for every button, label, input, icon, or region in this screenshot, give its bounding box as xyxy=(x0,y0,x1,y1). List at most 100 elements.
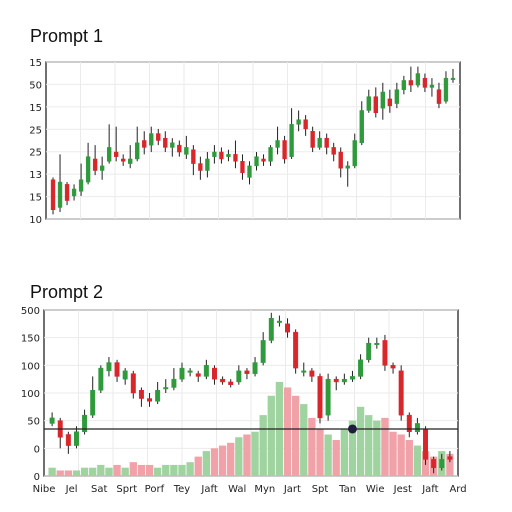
x-tick-label: Nibe xyxy=(33,484,56,495)
volume-bar xyxy=(218,445,227,476)
candle-up xyxy=(366,96,371,111)
candle-down xyxy=(331,147,336,155)
volume-bar xyxy=(80,467,89,476)
volume-bar xyxy=(413,445,422,476)
volume-bar xyxy=(89,467,97,476)
y-tick-label: 0 xyxy=(34,472,40,483)
volume-bar xyxy=(324,434,332,476)
volume-bar xyxy=(162,464,170,476)
candle-down xyxy=(233,154,238,162)
candle-up xyxy=(366,342,372,361)
candle-up xyxy=(78,179,84,192)
x-tick-label: Tan xyxy=(338,484,356,495)
candle-up xyxy=(149,133,154,146)
candle-up xyxy=(71,188,77,197)
candle-down xyxy=(228,381,234,385)
candle-up xyxy=(106,362,112,372)
candle-up xyxy=(415,73,421,86)
x-tick-label: Wie xyxy=(366,484,385,495)
y-tick-label: 0 xyxy=(34,444,40,455)
x-tick-label: Porf xyxy=(145,484,165,495)
volume-bar xyxy=(129,462,137,476)
candle-up xyxy=(341,378,347,383)
volume-bar xyxy=(356,406,365,476)
volume-bar xyxy=(267,395,275,476)
volume-bar xyxy=(283,387,292,476)
volume-bar xyxy=(235,437,243,476)
volume-bar xyxy=(381,417,389,476)
volume-bar xyxy=(194,456,202,476)
candle-up xyxy=(205,158,210,171)
volume-bar xyxy=(316,428,324,476)
candle-up xyxy=(212,151,217,157)
candle-down xyxy=(177,144,182,153)
y-tick-label: 15 xyxy=(29,103,42,114)
y-tick-label: 10 xyxy=(29,215,42,226)
candle-down xyxy=(50,179,56,211)
candle-up xyxy=(374,342,380,345)
candle-up xyxy=(268,318,274,341)
candle-down xyxy=(303,119,308,130)
candle-down xyxy=(398,370,404,416)
volume-bar xyxy=(72,470,81,476)
candle-down xyxy=(317,376,323,419)
candle-down xyxy=(333,378,339,383)
y-tick-label: 500 xyxy=(21,306,40,317)
candle-down xyxy=(142,140,147,148)
candle-up xyxy=(275,140,280,148)
x-tick-label: Spt xyxy=(312,484,329,495)
candle-up xyxy=(155,389,161,402)
volume-bar xyxy=(332,440,340,476)
candle-down xyxy=(240,161,245,174)
candle-up xyxy=(414,423,420,432)
candle-down xyxy=(211,367,217,380)
candle-down xyxy=(64,184,70,201)
candle-down xyxy=(373,96,378,114)
candle-up xyxy=(73,431,79,446)
candle-up xyxy=(352,140,357,167)
candle-down xyxy=(423,428,429,460)
y-tick-label: 25 xyxy=(29,125,42,136)
candle-up xyxy=(98,367,104,391)
y-tick-label: 150 xyxy=(21,334,40,345)
volume-bar xyxy=(178,464,186,476)
volume-bar xyxy=(243,434,251,476)
candle-down xyxy=(219,151,224,160)
x-tick-label: Jest xyxy=(393,484,412,495)
candle-down xyxy=(92,158,98,171)
volume-bar xyxy=(153,467,162,476)
y-tick-label: 100 xyxy=(21,389,40,400)
candle-down xyxy=(191,149,196,164)
y-tick-label: 50 xyxy=(27,417,40,428)
volume-bar xyxy=(397,434,405,476)
candle-down xyxy=(324,137,329,148)
volume-bar xyxy=(186,462,194,476)
candle-down xyxy=(163,137,168,148)
candle-down xyxy=(382,340,388,366)
volume-bar xyxy=(145,464,154,476)
candle-down xyxy=(195,373,201,377)
candle-up xyxy=(122,370,128,380)
candle-down xyxy=(156,133,161,141)
x-tick-label: Wal xyxy=(228,484,246,495)
candle-down xyxy=(387,98,393,107)
marker-dot xyxy=(347,424,357,434)
y-tick-label: 15 xyxy=(29,193,42,204)
candle-down xyxy=(113,151,119,157)
volume-bar xyxy=(259,415,267,476)
y-tick-label: 13 xyxy=(29,170,42,181)
candlestick-chart-1: 15 50 15 25 25 13 15 10 xyxy=(29,58,461,226)
candle-up xyxy=(325,378,331,416)
volume-bar xyxy=(56,470,64,476)
candle-up xyxy=(187,370,193,373)
candle-down xyxy=(198,163,203,171)
candle-up xyxy=(260,340,266,363)
volume-bar xyxy=(291,395,300,476)
volume-bar xyxy=(227,442,235,476)
x-tick-label: Jaft xyxy=(421,484,438,495)
x-tick-label: Myn xyxy=(254,484,275,495)
x-tick-label: Sprt xyxy=(116,484,137,495)
volume-bar xyxy=(348,420,357,476)
candle-up xyxy=(394,89,400,104)
